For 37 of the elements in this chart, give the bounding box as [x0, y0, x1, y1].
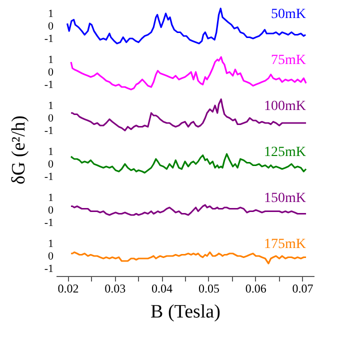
line-series: [70, 98, 307, 132]
series-label: 175mK: [264, 237, 306, 252]
x-tick-label: 0.03: [104, 282, 126, 296]
y-tick-label: -1: [44, 125, 54, 137]
x-axis-title: B (Tesla): [150, 302, 220, 322]
y-tick-label: 1: [48, 192, 54, 204]
y-axis-title: δG (e²/h): [8, 116, 30, 184]
series-label: 150mK: [264, 191, 306, 206]
x-tick-label: 0.05: [198, 282, 220, 296]
series-label: 75mK: [271, 53, 306, 68]
y-tick-label: 0: [48, 112, 54, 124]
y-tick-label: 1: [48, 54, 54, 66]
y-tick-label: 0: [48, 250, 54, 262]
line-series: [66, 8, 306, 44]
series-label: 125mK: [264, 145, 306, 160]
y-tick-label: 1: [48, 238, 54, 250]
y-tick-label: 0: [48, 66, 54, 78]
y-tick-label: -1: [44, 33, 54, 45]
x-tick-label: 0.04: [152, 282, 173, 296]
y-tick-label: 0: [48, 158, 54, 170]
y-tick-label: -1: [44, 171, 54, 183]
y-tick-label: 1: [48, 146, 54, 158]
x-tick-label: 0.06: [245, 282, 266, 296]
line-series: [70, 251, 307, 264]
y-tick-label: 1: [48, 100, 54, 112]
x-tick-label: 0.02: [58, 282, 79, 296]
series-label: 100mK: [264, 99, 306, 114]
y-tick-label: -1: [44, 217, 54, 229]
line-series: [70, 56, 307, 90]
line-series: [70, 204, 307, 216]
y-tick-label: -1: [44, 79, 54, 91]
y-tick-label: 1: [48, 8, 54, 20]
y-tick-label: 0: [48, 20, 54, 32]
y-tick-label: -1: [44, 263, 54, 275]
x-tick-label: 0.07: [292, 282, 314, 296]
series-label: 50mK: [271, 7, 306, 22]
y-tick-label: 0: [48, 204, 54, 216]
